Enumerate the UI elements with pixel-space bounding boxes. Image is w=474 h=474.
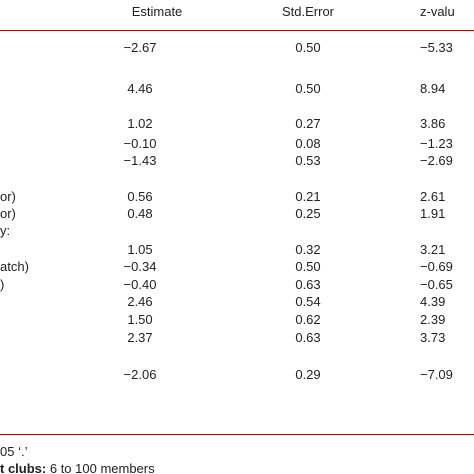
cell-estimate: −0.40	[123, 277, 157, 292]
cell-label: or)	[0, 206, 16, 221]
cell-estimate: 4.46	[127, 81, 153, 96]
cell-estimate: 2.37	[127, 330, 153, 345]
cell-std-error: 0.53	[295, 153, 321, 168]
cell-z-value: −1.23	[420, 136, 453, 151]
cell-std-error: 0.27	[295, 116, 321, 131]
cell-z-value: 3.73	[420, 330, 446, 345]
header-estimate: Estimate	[131, 4, 183, 19]
cell-z-value: 8.94	[420, 81, 446, 96]
cell-std-error: 0.29	[295, 367, 321, 382]
cell-z-value: −7.09	[420, 367, 453, 382]
cell-estimate: 2.46	[127, 294, 153, 309]
footnote-text: 6 to 100 members	[46, 461, 155, 474]
cell-z-value: −5.33	[420, 40, 453, 55]
cell-z-value: −2.69	[420, 153, 453, 168]
footnote: t clubs: 6 to 100 members	[0, 461, 155, 474]
cell-estimate: −2.06	[123, 367, 157, 382]
cell-estimate: 1.05	[127, 242, 153, 257]
cell-std-error: 0.62	[295, 312, 321, 327]
cell-z-value: −0.65	[420, 277, 453, 292]
header-std-error: Std.Error	[281, 4, 335, 19]
cell-std-error: 0.54	[295, 294, 321, 309]
cell-std-error: 0.50	[295, 259, 321, 274]
cell-z-value: −0.69	[420, 259, 453, 274]
cell-estimate: 0.56	[127, 189, 153, 204]
cell-label: or)	[0, 189, 16, 204]
footnote-bold: t clubs:	[0, 461, 47, 474]
cell-std-error: 0.32	[295, 242, 321, 257]
footnote: 05 ‘.’	[0, 444, 28, 459]
top-rule	[0, 30, 474, 31]
cell-std-error: 0.63	[295, 277, 321, 292]
cell-estimate: 0.48	[127, 206, 153, 221]
cell-estimate: 1.50	[127, 312, 153, 327]
cell-std-error: 0.08	[295, 136, 321, 151]
cell-estimate: −2.67	[123, 40, 157, 55]
cell-z-value: 3.86	[420, 116, 446, 131]
cell-std-error: 0.21	[295, 189, 321, 204]
cell-estimate: −0.10	[123, 136, 157, 151]
cell-std-error: 0.50	[295, 40, 321, 55]
cell-label: )	[0, 277, 5, 292]
cell-z-value: 3.21	[420, 242, 446, 257]
cell-z-value: 2.61	[420, 189, 446, 204]
bottom-rule	[0, 434, 474, 435]
cell-std-error: 0.25	[295, 206, 321, 221]
cell-std-error: 0.63	[295, 330, 321, 345]
cell-std-error: 0.50	[295, 81, 321, 96]
cell-z-value: 2.39	[420, 312, 446, 327]
header-z-value: z-valu	[420, 4, 455, 19]
cell-z-value: 1.91	[420, 206, 446, 221]
cell-estimate: −1.43	[123, 153, 157, 168]
cell-label: atch)	[0, 259, 29, 274]
cell-estimate: 1.02	[127, 116, 153, 131]
cell-label: y:	[0, 223, 11, 238]
cell-estimate: −0.34	[123, 259, 157, 274]
cell-z-value: 4.39	[420, 294, 446, 309]
